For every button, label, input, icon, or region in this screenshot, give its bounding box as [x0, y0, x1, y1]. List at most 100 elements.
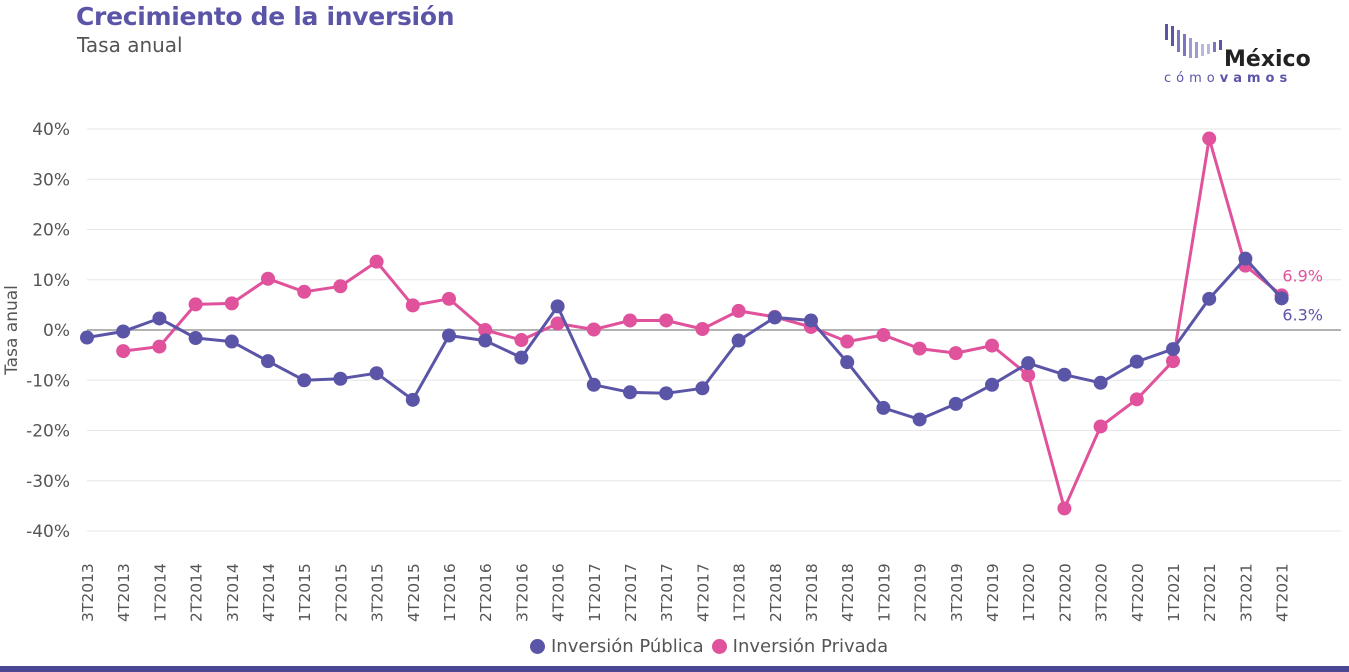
- data-point[interactable]: [261, 271, 275, 286]
- data-point[interactable]: [985, 377, 999, 392]
- data-point[interactable]: [152, 339, 167, 354]
- x-tick-label: 4T2015: [405, 563, 423, 622]
- chart-gridlines: [87, 128, 1341, 532]
- logo-tagline-light: cómo: [1164, 71, 1220, 86]
- data-point[interactable]: [912, 412, 927, 427]
- x-tick-label: 4T2017: [694, 563, 712, 622]
- data-point[interactable]: [948, 346, 963, 361]
- x-tick-label: 4T2019: [984, 563, 1002, 622]
- x-tick-label: 3T2020: [1093, 563, 1111, 622]
- data-point[interactable]: [948, 396, 963, 411]
- data-point[interactable]: [695, 381, 710, 396]
- data-point[interactable]: [876, 328, 891, 343]
- data-point[interactable]: [695, 321, 710, 336]
- data-point[interactable]: [333, 371, 348, 386]
- data-point[interactable]: [550, 299, 565, 314]
- data-point[interactable]: [659, 313, 674, 328]
- data-point[interactable]: [188, 331, 203, 346]
- data-point[interactable]: [1238, 251, 1253, 266]
- data-point[interactable]: [623, 313, 637, 328]
- series-layer: [80, 131, 1289, 516]
- x-tick-label: 3T2019: [948, 563, 966, 622]
- data-point[interactable]: [767, 310, 782, 325]
- data-point[interactable]: [623, 385, 637, 400]
- series-publica: [80, 251, 1289, 427]
- x-tick-label: 3T2017: [658, 563, 676, 622]
- series-privada: [116, 131, 1289, 516]
- data-point[interactable]: [514, 333, 529, 348]
- data-point[interactable]: [297, 284, 312, 299]
- data-point[interactable]: [731, 333, 746, 348]
- data-point[interactable]: [224, 334, 239, 349]
- y-tick-label: -10%: [26, 371, 70, 391]
- data-point[interactable]: [876, 400, 891, 415]
- data-point[interactable]: [80, 330, 94, 345]
- data-point[interactable]: [405, 392, 420, 407]
- data-point[interactable]: [442, 291, 456, 306]
- data-point[interactable]: [297, 373, 312, 388]
- y-tick-label: 40%: [32, 120, 70, 140]
- data-point[interactable]: [1202, 131, 1217, 146]
- y-tick-label: 20%: [32, 221, 70, 241]
- data-point[interactable]: [1057, 501, 1072, 516]
- data-point[interactable]: [1274, 291, 1289, 306]
- x-tick-label: 3T2016: [513, 563, 531, 622]
- x-tick-label: 2T2020: [1056, 563, 1074, 622]
- data-point[interactable]: [442, 328, 456, 343]
- data-point[interactable]: [1057, 367, 1072, 382]
- data-point[interactable]: [369, 254, 384, 269]
- data-point[interactable]: [188, 297, 203, 312]
- x-tick-label: 1T2015: [296, 563, 314, 622]
- legend-item-privada[interactable]: Inversión Privada: [711, 636, 888, 657]
- x-tick-label: 1T2017: [586, 563, 604, 622]
- data-point[interactable]: [586, 377, 601, 392]
- data-point[interactable]: [1129, 392, 1144, 407]
- logo-bars-icon: [1165, 24, 1222, 58]
- data-point[interactable]: [912, 341, 927, 356]
- data-point[interactable]: [804, 313, 818, 328]
- data-point[interactable]: [586, 322, 601, 337]
- data-point[interactable]: [478, 333, 493, 348]
- x-tick-label: 4T2021: [1274, 563, 1292, 622]
- data-point[interactable]: [840, 355, 855, 370]
- x-tick-label: 4T2014: [260, 563, 278, 622]
- x-tick-label: 4T2018: [839, 563, 857, 622]
- footer-bar: [0, 666, 1349, 672]
- data-point[interactable]: [478, 323, 493, 337]
- brand-logo: México cómovamos: [1160, 18, 1330, 90]
- data-point[interactable]: [1021, 356, 1036, 371]
- data-point[interactable]: [659, 386, 674, 401]
- x-tick-label: 4T2013: [115, 563, 133, 622]
- data-point[interactable]: [1129, 354, 1144, 369]
- data-point[interactable]: [224, 296, 239, 311]
- data-point[interactable]: [731, 303, 746, 318]
- data-point[interactable]: [152, 311, 167, 326]
- data-point[interactable]: [985, 338, 999, 353]
- data-point[interactable]: [1093, 375, 1108, 390]
- x-tick-label: 1T2020: [1020, 563, 1038, 622]
- logo-tagline-bold: vamos: [1219, 71, 1293, 86]
- data-point[interactable]: [1202, 291, 1217, 306]
- data-point[interactable]: [840, 334, 855, 349]
- data-point[interactable]: [1166, 342, 1180, 357]
- x-tick-label: 3T2013: [79, 563, 97, 622]
- data-point[interactable]: [333, 279, 348, 294]
- x-axis-ticks: 3T2013 4T2013 1T2014 2T2014 3T2014 4T2014 1T20…: [79, 563, 1292, 622]
- end-value-label: 6.9%: [1282, 266, 1323, 285]
- chart-title: Crecimiento de la inversión: [76, 2, 455, 31]
- data-point[interactable]: [116, 344, 131, 359]
- data-point[interactable]: [405, 298, 420, 313]
- y-tick-label: -20%: [26, 422, 70, 442]
- data-point[interactable]: [550, 316, 565, 331]
- data-point[interactable]: [116, 324, 131, 339]
- y-tick-label: 0%: [43, 321, 70, 341]
- data-point[interactable]: [514, 350, 529, 365]
- data-point[interactable]: [1166, 354, 1180, 369]
- data-point[interactable]: [1021, 368, 1036, 383]
- x-tick-label: 1T2016: [441, 563, 459, 622]
- data-point[interactable]: [261, 354, 275, 369]
- logo-tagline: cómovamos: [1164, 71, 1292, 86]
- data-point[interactable]: [369, 366, 384, 381]
- data-point[interactable]: [1093, 419, 1108, 434]
- legend-item-publica[interactable]: Inversión Pública: [530, 636, 704, 657]
